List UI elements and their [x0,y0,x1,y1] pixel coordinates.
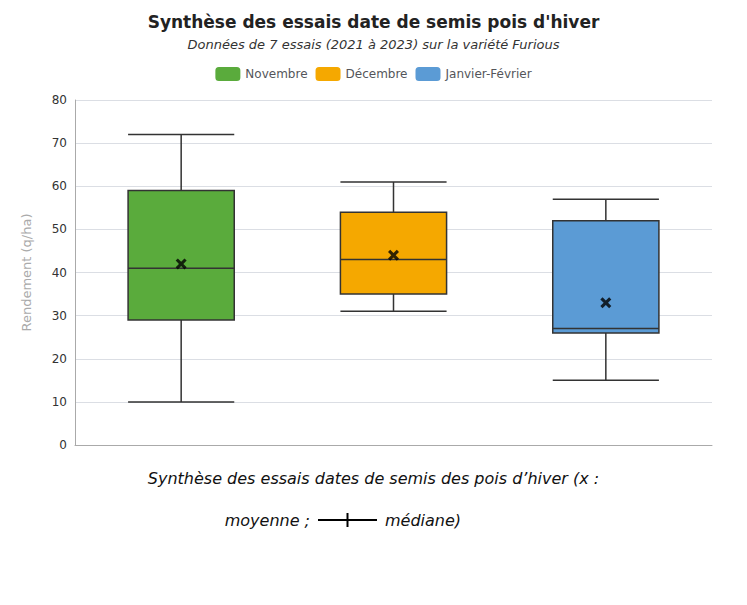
svg-text:Synthèse des essais dates de s: Synthèse des essais dates de semis des p… [148,469,599,488]
svg-text:70: 70 [52,136,67,150]
svg-text:20: 20 [52,352,67,366]
svg-text:moyenne ;: moyenne ; [225,511,310,530]
svg-text:Rendement (q/ha): Rendement (q/ha) [19,213,34,331]
svg-text:médiane): médiane) [385,511,461,530]
svg-text:Données de 7 essais (2021 à 20: Données de 7 essais (2021 à 2023) sur la… [188,37,560,52]
svg-text:Décembre: Décembre [346,67,408,81]
svg-text:Novembre: Novembre [245,67,307,81]
svg-text:50: 50 [52,222,67,236]
svg-text:40: 40 [52,266,67,280]
svg-text:10: 10 [52,395,67,409]
svg-text:80: 80 [52,93,67,107]
svg-text:30: 30 [52,309,67,323]
svg-text:0: 0 [59,438,67,452]
svg-text:60: 60 [52,179,67,193]
svg-text:Janvier-Février: Janvier-Février [444,67,531,81]
svg-text:Synthèse des essais date de se: Synthèse des essais date de semis pois d… [148,12,600,32]
